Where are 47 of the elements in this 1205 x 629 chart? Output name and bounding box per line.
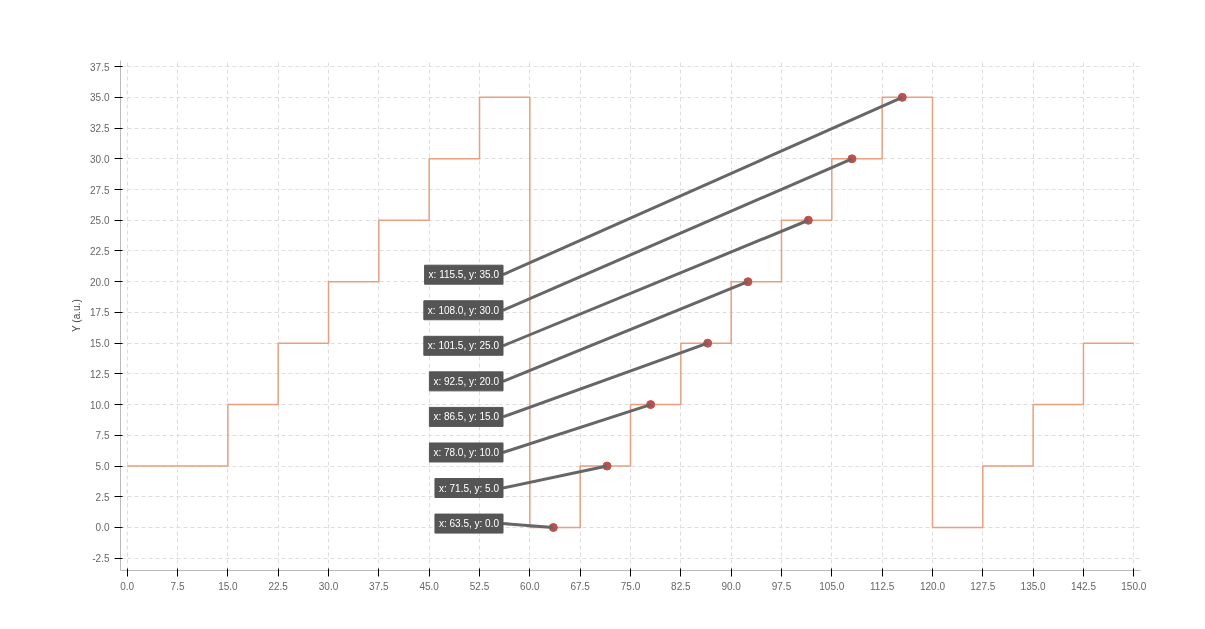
x-tick-label: 75.0 [620, 580, 641, 592]
y-tick-label: 10.0 [90, 399, 110, 411]
x-tick-label: 7.5 [170, 580, 185, 592]
annotation: x: 63.5, y: 0.0 [438, 518, 500, 530]
y-tick-label: 37.5 [90, 61, 110, 73]
x-tick-label: 97.5 [771, 580, 792, 592]
x-tick-label: 37.5 [369, 580, 390, 592]
y-tick-label: 0.0 [95, 522, 110, 534]
x-tick-label: 22.5 [268, 580, 289, 592]
x-tick-label: 120.0 [919, 580, 946, 592]
y-tick-label: 17.5 [90, 307, 110, 319]
x-tick-label: 112.5 [870, 580, 895, 592]
y-tick-label: 25.0 [90, 215, 110, 227]
y-tick-label: 12.5 [90, 368, 110, 380]
y-tick-label: 15.0 [90, 338, 110, 350]
y-tick-label: 32.5 [90, 123, 110, 135]
x-tick-label: 45.0 [419, 580, 440, 592]
x-tick-label: 150.0 [1121, 580, 1147, 592]
annotation: x: 101.5, y: 25.0 [427, 340, 500, 352]
x-tick-label: 135.0 [1020, 580, 1047, 592]
annotation: x: 92.5, y: 20.0 [433, 375, 500, 387]
y-tick-label: 20.0 [90, 276, 110, 288]
x-tick-label: 15.0 [218, 580, 239, 592]
y-tick-label: 30.0 [90, 153, 110, 165]
y-tick-label: -2.5 [92, 553, 110, 565]
x-tick-label: 90.0 [721, 580, 742, 592]
annotation: x: 86.5, y: 15.0 [433, 411, 500, 423]
x-tick-label: 82.5 [671, 580, 691, 592]
x-tick-label: 67.5 [570, 580, 591, 592]
x-tick-label: 105.0 [819, 580, 845, 592]
x-tick-label: 0.0 [120, 580, 135, 592]
y-tick-label: 22.5 [90, 245, 110, 257]
x-tick-label: 52.5 [469, 580, 490, 592]
y-tick-label: 7.5 [95, 430, 110, 442]
x-tick-label: 142.5 [1070, 580, 1097, 592]
y-tick-label: 27.5 [90, 184, 110, 196]
y-tick-label: 2.5 [95, 491, 110, 503]
y-tick-label: 35.0 [90, 92, 110, 104]
x-tick-label: 30.0 [318, 580, 339, 592]
annotation: x: 108.0, y: 30.0 [427, 304, 500, 316]
x-tick-label: 127.5 [970, 580, 996, 592]
y-tick-label: 5.0 [95, 461, 110, 473]
annotation: x: 71.5, y: 5.0 [438, 482, 500, 494]
annotation: x: 115.5, y: 35.0 [428, 269, 500, 281]
x-tick-label: 60.0 [520, 580, 541, 592]
annotation: x: 78.0, y: 10.0 [433, 446, 500, 458]
y-axis-title: Y (a.u.) [71, 299, 83, 332]
